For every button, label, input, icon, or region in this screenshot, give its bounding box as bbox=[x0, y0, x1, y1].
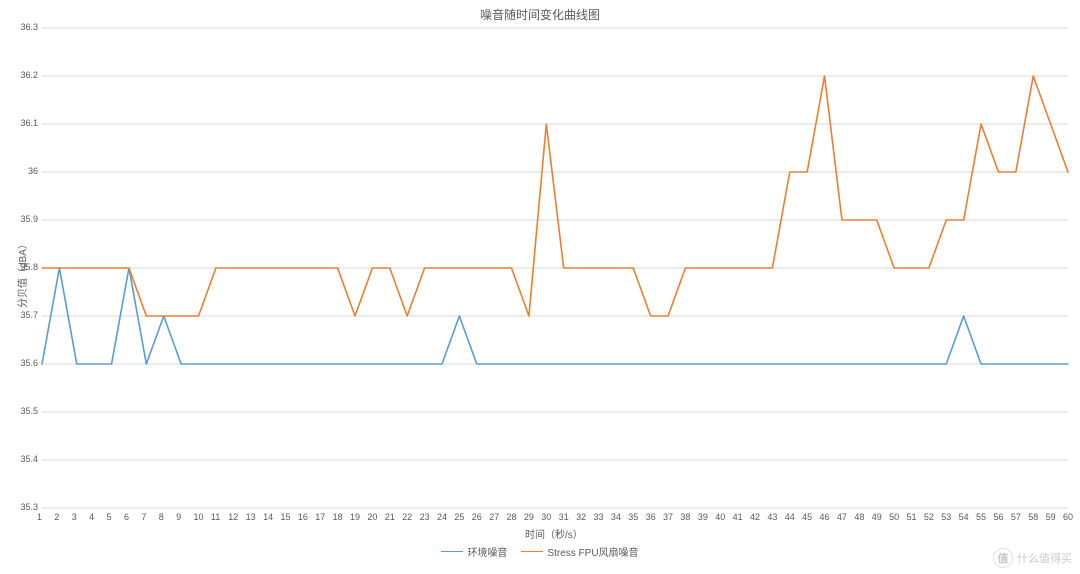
x-tick: 41 bbox=[733, 512, 743, 522]
x-tick: 60 bbox=[1063, 512, 1073, 522]
x-tick: 11 bbox=[211, 512, 220, 522]
x-tick: 49 bbox=[872, 512, 882, 522]
x-tick: 42 bbox=[750, 512, 760, 522]
y-tick: 36.1 bbox=[20, 118, 38, 128]
x-tick: 20 bbox=[367, 512, 377, 522]
watermark: 值 什么值得买 bbox=[993, 548, 1072, 568]
x-tick: 53 bbox=[941, 512, 951, 522]
legend-label-ambient: 环境噪音 bbox=[467, 544, 507, 559]
x-tick: 9 bbox=[176, 512, 181, 522]
legend-swatch-ambient bbox=[441, 551, 463, 552]
y-tick: 36 bbox=[28, 166, 38, 176]
x-tick: 48 bbox=[854, 512, 864, 522]
x-tick: 1 bbox=[37, 512, 42, 522]
x-tick: 59 bbox=[1046, 512, 1056, 522]
x-tick: 24 bbox=[437, 512, 447, 522]
x-tick: 29 bbox=[524, 512, 534, 522]
legend-label-stressfpu: Stress FPU风扇噪音 bbox=[547, 544, 638, 559]
y-tick: 35.9 bbox=[20, 214, 38, 224]
x-tick: 36 bbox=[646, 512, 656, 522]
x-tick: 21 bbox=[385, 512, 395, 522]
x-tick: 8 bbox=[159, 512, 164, 522]
x-tick: 35 bbox=[628, 512, 638, 522]
y-tick: 35.3 bbox=[20, 502, 38, 512]
x-tick: 25 bbox=[454, 512, 464, 522]
watermark-text: 什么值得买 bbox=[1017, 550, 1072, 566]
y-tick: 36.2 bbox=[20, 70, 38, 80]
y-tick: 35.8 bbox=[20, 262, 38, 272]
x-tick: 45 bbox=[802, 512, 812, 522]
x-tick: 57 bbox=[1011, 512, 1021, 522]
x-tick: 39 bbox=[698, 512, 708, 522]
y-tick: 35.6 bbox=[20, 358, 38, 368]
x-tick: 31 bbox=[559, 512, 569, 522]
x-tick: 27 bbox=[489, 512, 499, 522]
x-tick: 58 bbox=[1028, 512, 1038, 522]
x-tick: 28 bbox=[507, 512, 517, 522]
x-tick: 12 bbox=[228, 512, 238, 522]
y-tick: 36.3 bbox=[20, 22, 38, 32]
x-tick: 2 bbox=[54, 512, 59, 522]
x-tick: 16 bbox=[298, 512, 308, 522]
plot-area bbox=[0, 0, 1080, 574]
x-tick: 54 bbox=[959, 512, 969, 522]
x-tick: 43 bbox=[767, 512, 777, 522]
x-tick: 33 bbox=[593, 512, 603, 522]
y-tick: 35.5 bbox=[20, 406, 38, 416]
x-tick: 55 bbox=[976, 512, 986, 522]
x-tick: 30 bbox=[541, 512, 551, 522]
x-tick: 34 bbox=[611, 512, 621, 522]
x-tick: 46 bbox=[820, 512, 830, 522]
x-tick: 5 bbox=[107, 512, 112, 522]
y-tick: 35.4 bbox=[20, 454, 38, 464]
x-tick: 26 bbox=[472, 512, 482, 522]
x-tick: 50 bbox=[889, 512, 899, 522]
x-tick: 3 bbox=[72, 512, 77, 522]
x-tick: 44 bbox=[785, 512, 795, 522]
x-tick: 23 bbox=[420, 512, 430, 522]
x-tick: 22 bbox=[402, 512, 412, 522]
legend-swatch-stressfpu bbox=[521, 551, 543, 552]
x-tick: 38 bbox=[680, 512, 690, 522]
x-tick: 10 bbox=[194, 512, 204, 522]
x-tick: 52 bbox=[924, 512, 934, 522]
legend-item-stressfpu: Stress FPU风扇噪音 bbox=[521, 544, 638, 559]
x-tick: 32 bbox=[576, 512, 586, 522]
watermark-logo: 值 bbox=[993, 548, 1013, 568]
x-tick: 4 bbox=[89, 512, 94, 522]
legend-item-ambient: 环境噪音 bbox=[441, 544, 507, 559]
x-tick: 51 bbox=[906, 512, 916, 522]
x-tick: 56 bbox=[993, 512, 1003, 522]
y-tick: 35.7 bbox=[20, 310, 38, 320]
x-axis-label: 时间（秒/s） bbox=[525, 526, 583, 541]
x-tick: 19 bbox=[350, 512, 360, 522]
x-tick: 6 bbox=[124, 512, 129, 522]
x-tick: 37 bbox=[663, 512, 673, 522]
x-tick: 14 bbox=[263, 512, 273, 522]
x-tick: 18 bbox=[333, 512, 343, 522]
x-tick: 7 bbox=[141, 512, 146, 522]
x-tick: 15 bbox=[280, 512, 290, 522]
x-tick: 17 bbox=[315, 512, 325, 522]
x-tick: 13 bbox=[246, 512, 256, 522]
x-tick: 47 bbox=[837, 512, 847, 522]
legend: 环境噪音 Stress FPU风扇噪音 bbox=[0, 544, 1080, 559]
noise-line-chart: 噪音随时间变化曲线图 分贝值（dBA） 12345678910111213141… bbox=[0, 0, 1080, 574]
x-tick: 40 bbox=[715, 512, 725, 522]
